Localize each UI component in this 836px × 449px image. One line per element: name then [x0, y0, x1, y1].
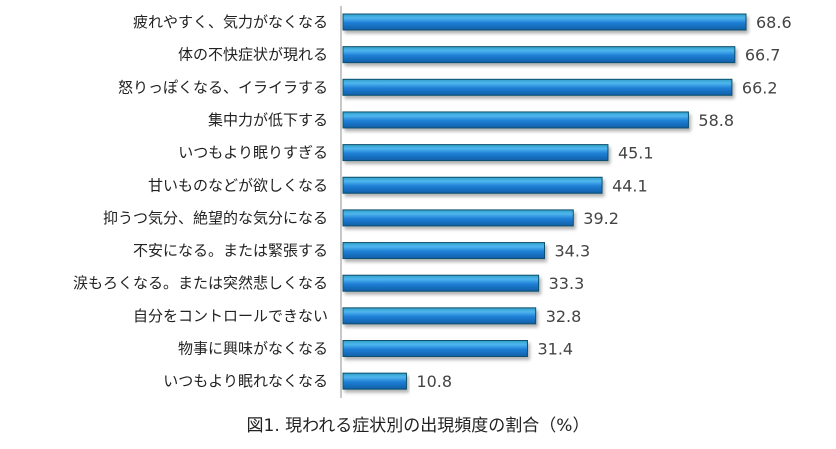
value-label: 66.2 — [742, 78, 778, 97]
category-label: 体の不快症状が現れる — [178, 46, 328, 64]
category-label: 疲れやすく、気力がなくなる — [133, 13, 328, 31]
bar — [342, 78, 733, 96]
value-label: 34.3 — [555, 242, 591, 261]
category-label: 甘いものなどが欲しくなる — [148, 176, 328, 194]
category-label: いつもより眠りすぎる — [178, 144, 328, 162]
value-label: 10.8 — [416, 372, 452, 391]
bar — [342, 274, 540, 292]
bar — [342, 242, 545, 260]
category-label: 自分をコントロールできない — [133, 307, 328, 325]
value-label: 68.6 — [756, 13, 792, 32]
bar — [342, 111, 689, 129]
value-label: 31.4 — [537, 340, 573, 359]
bar — [342, 176, 603, 194]
bar — [342, 209, 574, 227]
category-label: いつもより眠れなくなる — [163, 372, 328, 390]
category-label: 物事に興味がなくなる — [178, 340, 328, 358]
category-label: 怒りっぽくなる、イライラする — [118, 78, 328, 96]
category-label: 集中力が低下する — [208, 111, 328, 129]
bar — [342, 144, 609, 162]
chart-title: 図1. 現われる症状別の出現頻度の割合（%） — [246, 416, 590, 436]
value-label: 58.8 — [698, 111, 734, 130]
bar-chart: 疲れやすく、気力がなくなる 68.6 体の不快症状が現れる 66.7 怒りっぽくなる、イ… — [73, 6, 792, 398]
bar — [342, 340, 528, 357]
value-label: 39.2 — [583, 209, 619, 228]
value-label: 44.1 — [612, 176, 648, 195]
bar — [342, 372, 407, 390]
bar — [342, 46, 736, 64]
category-label: 不安になる。または緊張する — [133, 242, 328, 260]
value-label: 32.8 — [546, 307, 582, 326]
bar — [342, 307, 537, 325]
value-label: 45.1 — [618, 144, 654, 163]
value-label: 66.7 — [745, 46, 781, 65]
category-label: 涙もろくなる。または突然悲しくなる — [73, 274, 328, 292]
bar — [342, 13, 747, 31]
value-label: 33.3 — [549, 274, 585, 293]
category-label: 抑うつ気分、絶望的な気分になる — [103, 209, 328, 227]
